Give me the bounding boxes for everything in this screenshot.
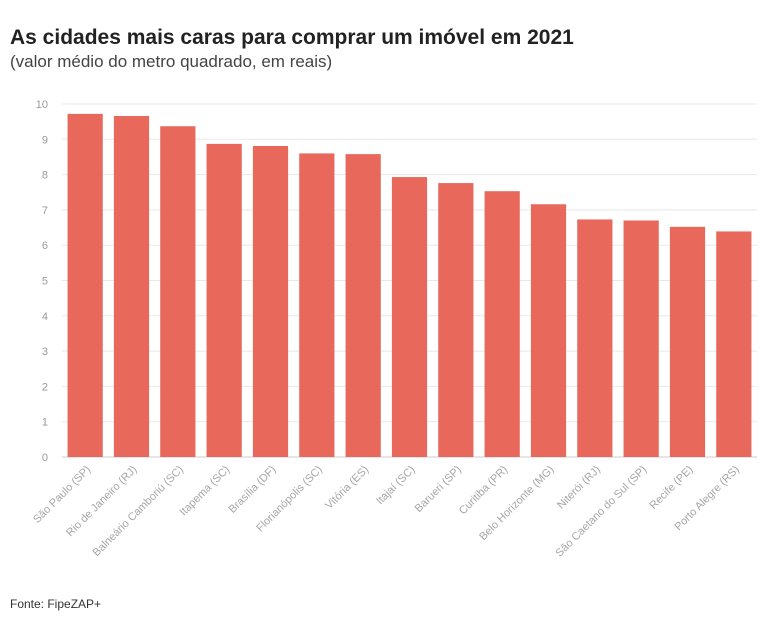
bar (391, 177, 428, 458)
y-tick-label: 7 (42, 205, 48, 217)
y-tick-label: 10 (36, 99, 48, 111)
chart-title: As cidades mais caras para comprar um im… (10, 26, 574, 49)
y-tick-label: 8 (42, 170, 48, 182)
x-tick-label: São Caetano do Sul (SP) (553, 464, 649, 560)
bar (623, 220, 659, 457)
x-tick-label: Recife (PE) (647, 464, 695, 512)
y-tick-label: 4 (42, 311, 48, 323)
y-tick-label: 5 (42, 276, 48, 288)
x-tick-label: Itajaí (SC) (374, 464, 417, 507)
source-note: Fonte: FipeZAP+ (10, 597, 102, 611)
x-tick-label: Balneário Camboriú (SC) (91, 464, 186, 559)
bar (113, 116, 150, 457)
chart-subtitle: (valor médio do metro quadrado, em reais… (10, 52, 333, 71)
x-tick-label: Itapema (SC) (178, 464, 233, 519)
bars (67, 113, 752, 458)
x-tick-label: Barueri (SP) (413, 464, 464, 515)
bar (206, 143, 242, 457)
x-axis-labels: São Paulo (SP)Rio de Janeiro (RJ)Balneár… (31, 464, 742, 560)
bar (67, 113, 103, 457)
bar (716, 231, 752, 457)
bar (345, 154, 381, 457)
y-tick-label: 3 (42, 346, 48, 358)
y-tick-label: 1 (42, 417, 48, 429)
bar (438, 183, 474, 457)
y-tick-label: 6 (42, 240, 48, 252)
y-tick-label: 9 (42, 134, 48, 146)
bar (299, 153, 335, 458)
bar (252, 146, 289, 457)
bar (577, 219, 613, 457)
x-tick-label: Vitória (ES) (323, 464, 371, 512)
y-tick-label: 2 (42, 381, 48, 393)
bar (160, 126, 196, 457)
bar (669, 226, 706, 457)
bar (484, 191, 520, 458)
y-tick-label: 0 (42, 452, 48, 464)
x-tick-label: Niterói (RJ) (555, 464, 603, 512)
bar (530, 204, 567, 457)
y-axis-ticks: 0 1 2 3 4 5 6 7 8 9 10 (36, 99, 48, 464)
